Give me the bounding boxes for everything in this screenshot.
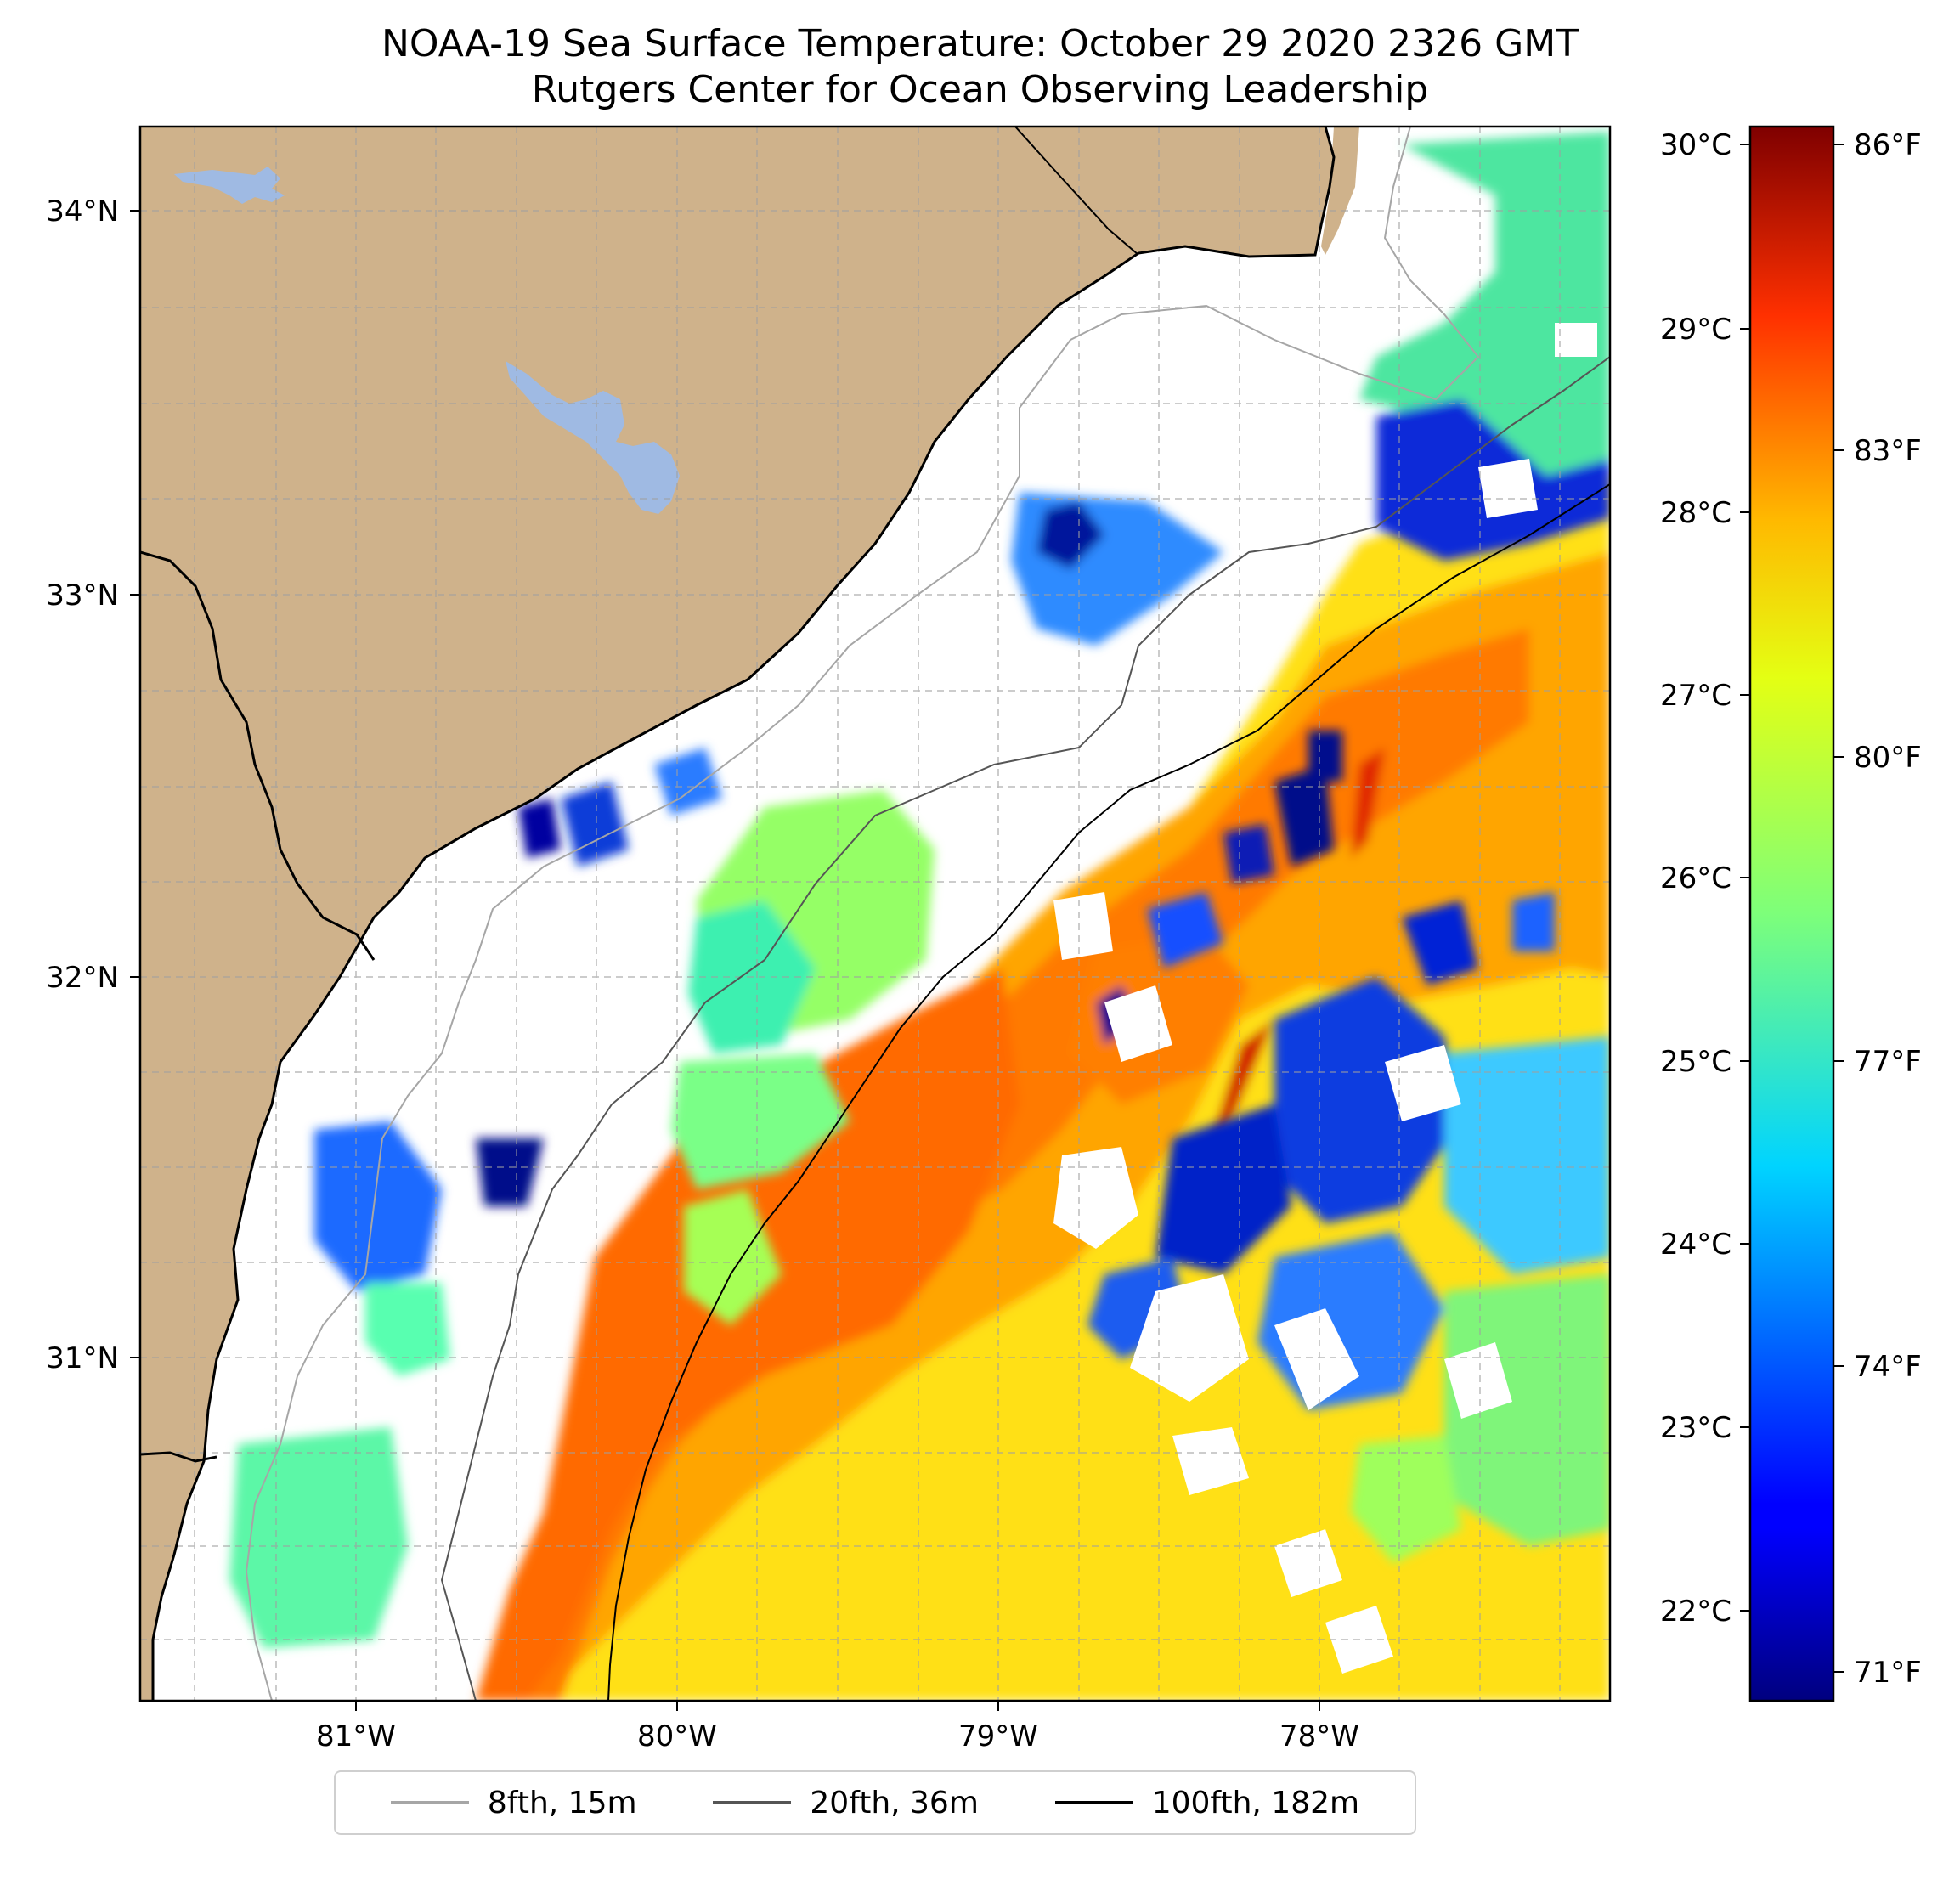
lat-tick-label: 33°N — [46, 579, 119, 613]
lat-axis — [130, 210, 140, 1358]
colorbar-celsius-label: 30°C — [1660, 128, 1731, 162]
map-panel — [140, 127, 1610, 1701]
colorbar-celsius-label: 29°C — [1660, 313, 1731, 347]
colorbar-fahrenheit-label: 77°F — [1854, 1045, 1922, 1079]
colorbar-celsius-label: 25°C — [1660, 1045, 1731, 1079]
colorbar-celsius-label: 22°C — [1660, 1595, 1731, 1629]
cloud-mask — [1053, 323, 1597, 1674]
page-title: NOAA-19 Sea Surface Temperature: October… — [381, 22, 1579, 65]
colorbar-celsius-label: 23°C — [1660, 1411, 1731, 1445]
colorbar — [1748, 125, 1835, 1702]
legend-swatch-100fth — [1054, 1801, 1133, 1804]
colorbar-fahrenheit-label: 86°F — [1854, 128, 1922, 162]
isobath-20fth — [440, 356, 1610, 1701]
colorbar-fahrenheit-label: 83°F — [1854, 434, 1922, 468]
lon-tick-label: 80°W — [637, 1719, 717, 1753]
barrier-island — [1321, 127, 1359, 255]
lon-axis — [355, 1701, 1320, 1711]
colorbar-celsius-label: 27°C — [1660, 679, 1731, 713]
lat-tick-label: 32°N — [46, 961, 119, 995]
lon-tick-label: 79°W — [958, 1719, 1038, 1753]
land-mass — [140, 127, 1334, 1701]
colorbar-celsius-label: 24°C — [1660, 1228, 1731, 1262]
legend-label: 20fth, 36m — [810, 1785, 979, 1821]
legend-swatch-20fth — [713, 1801, 792, 1804]
river-border-south — [140, 1451, 217, 1463]
lat-tick-label: 31°N — [46, 1341, 119, 1375]
map-frame — [138, 125, 1612, 1702]
isobath-8fth — [245, 127, 1480, 1701]
isobath-legend: 8fth, 15m 20fth, 36m 100fth, 182m — [334, 1770, 1416, 1835]
state-border — [1014, 127, 1139, 256]
legend-item-100fth: 100fth, 182m — [1054, 1785, 1360, 1821]
legend-label: 8fth, 15m — [487, 1785, 637, 1821]
coastline — [151, 127, 1336, 1701]
legend-label: 100fth, 182m — [1151, 1785, 1360, 1821]
lat-tick-label: 34°N — [46, 195, 119, 229]
legend-item-20fth: 20fth, 36m — [713, 1786, 979, 1821]
isobath-100fth — [607, 483, 1610, 1701]
lon-tick-label: 78°W — [1279, 1719, 1359, 1753]
page-subtitle: Rutgers Center for Ocean Observing Leade… — [531, 68, 1429, 111]
legend-item-8fth: 8fth, 15m — [390, 1785, 637, 1821]
colorbar-celsius-label: 26°C — [1660, 861, 1731, 895]
colorbar-fahrenheit-label: 71°F — [1854, 1656, 1922, 1690]
colorbar-f-ticks — [1833, 144, 1844, 1673]
legend-swatch-8fth — [390, 1801, 469, 1804]
colorbar-fahrenheit-label: 80°F — [1854, 741, 1922, 775]
lakes — [174, 167, 680, 514]
gridlines — [140, 127, 1610, 1701]
lon-tick-label: 81°W — [316, 1719, 396, 1753]
colorbar-celsius-label: 28°C — [1660, 496, 1731, 530]
colorbar-c-ticks — [1740, 144, 1750, 1612]
river-border — [140, 550, 376, 961]
colorbar-fahrenheit-label: 74°F — [1854, 1350, 1922, 1384]
